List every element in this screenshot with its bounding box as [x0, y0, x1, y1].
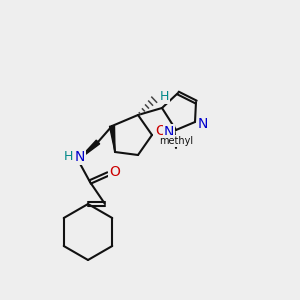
Text: O: O — [110, 165, 120, 179]
Text: H: H — [63, 151, 73, 164]
Text: N: N — [75, 150, 85, 164]
Text: N: N — [164, 125, 174, 139]
Polygon shape — [78, 140, 100, 160]
Polygon shape — [110, 126, 115, 152]
Text: methyl: methyl — [159, 136, 193, 146]
Text: H: H — [159, 89, 169, 103]
Text: N: N — [198, 117, 208, 131]
Text: O: O — [156, 124, 167, 138]
